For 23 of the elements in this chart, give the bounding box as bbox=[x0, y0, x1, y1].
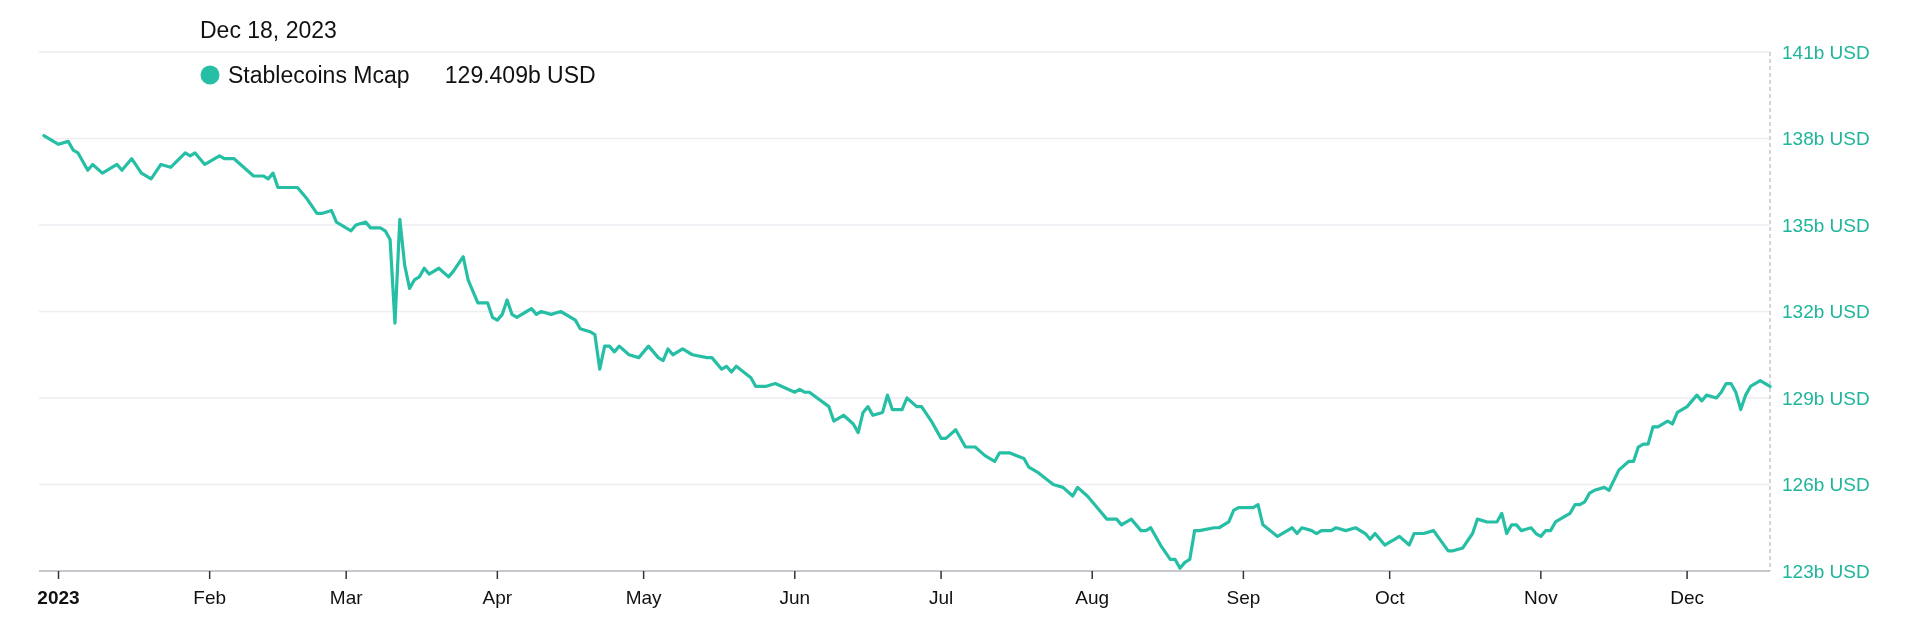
annotation: 129.409b USD bbox=[444, 62, 596, 89]
x-tick-label: Apr bbox=[482, 587, 513, 608]
x-tick-label: Aug bbox=[1075, 587, 1110, 608]
y-tick-label: 126b USD bbox=[1782, 474, 1870, 496]
x-tick-label: Feb bbox=[193, 587, 227, 608]
x-tick-label: Dec bbox=[1670, 587, 1705, 608]
x-tick-label: May bbox=[625, 587, 663, 608]
text: Dec 18, 2023 bbox=[200, 17, 337, 43]
x-tick-label: Nov bbox=[1523, 587, 1559, 608]
x-tick-label: Sep bbox=[1226, 587, 1261, 608]
x-tick-label: Jun bbox=[779, 587, 811, 608]
y-tick-label: 135b USD bbox=[1782, 214, 1870, 236]
x-tick-label: 2023 bbox=[37, 587, 80, 608]
legend-label: Stablecoins Mcap bbox=[228, 62, 410, 89]
x-tick-label: Oct bbox=[1374, 587, 1406, 608]
y-tick-label: 132b USD bbox=[1782, 301, 1870, 323]
y-tick-label: 129b USD bbox=[1782, 387, 1870, 409]
x-tick-label: Mar bbox=[329, 587, 364, 608]
line-series bbox=[42, 134, 1772, 570]
x-tick-label: Jul bbox=[928, 587, 954, 608]
y-tick-label: 141b USD bbox=[1782, 41, 1870, 63]
y-tick-label: 138b USD bbox=[1782, 128, 1870, 150]
y-tick-label: 123b USD bbox=[1782, 560, 1870, 582]
